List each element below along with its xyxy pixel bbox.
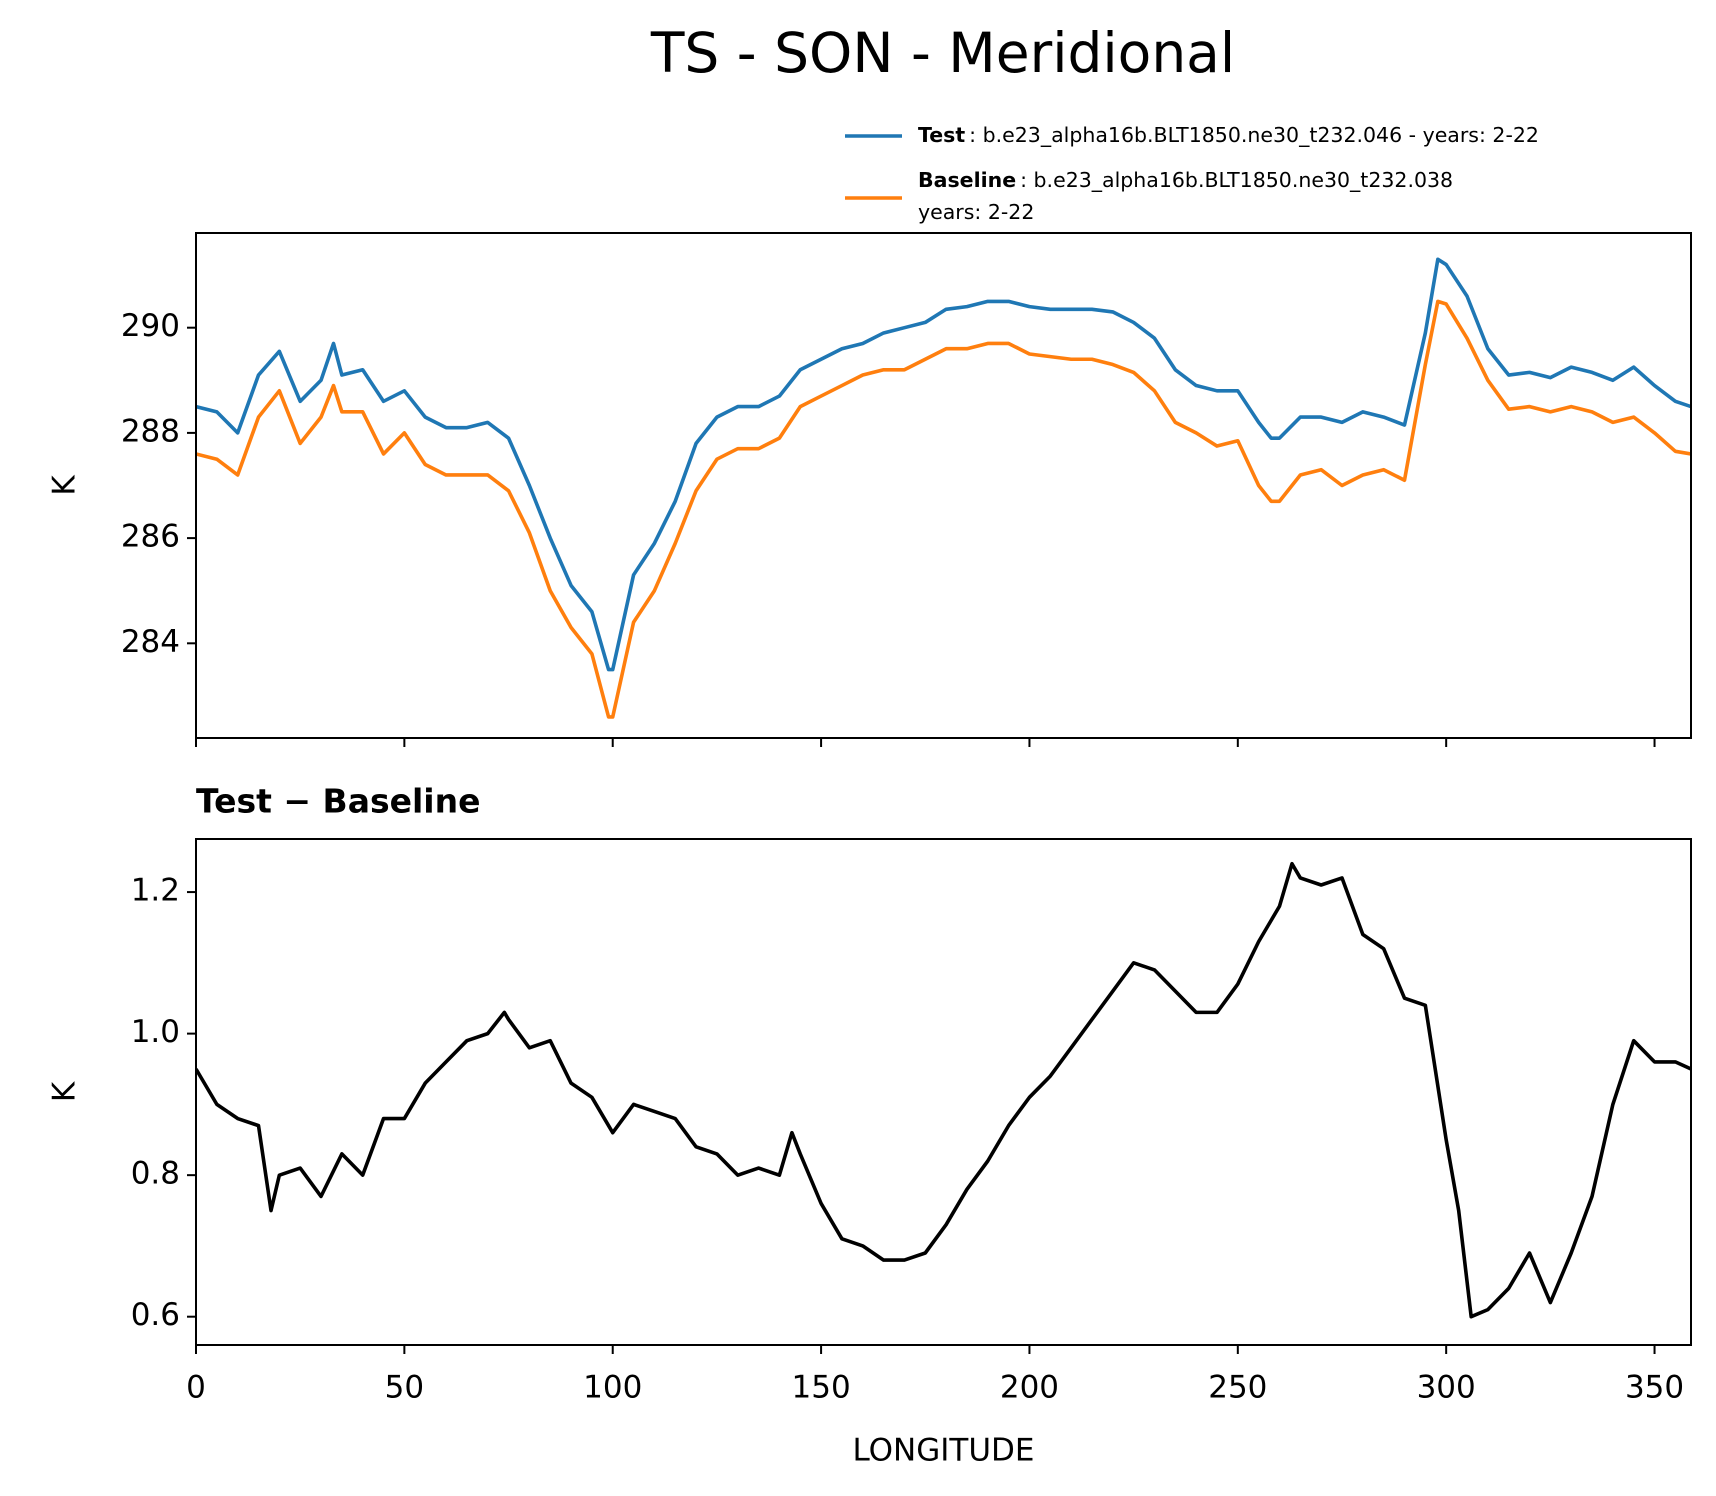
plot-area — [196, 861, 1691, 1319]
y-tick-label: 1.0 — [131, 1014, 180, 1050]
y-tick-label: 1.2 — [131, 873, 180, 909]
x-tick-label: 0 — [186, 1370, 206, 1406]
x-tick-label: 100 — [583, 1370, 642, 1406]
x-tick-label: 250 — [1208, 1370, 1267, 1406]
x-tick-label: 300 — [1417, 1370, 1476, 1406]
y-tick-label: 0.6 — [131, 1297, 180, 1333]
legend-text: years: 2-22 — [918, 200, 1034, 224]
x-tick-label: 50 — [385, 1370, 424, 1406]
legend-text: : b.e23_alpha16b.BLT1850.ne30_t232.038 — [1020, 168, 1453, 193]
y-tick-label: 288 — [121, 413, 180, 449]
x-tick-label: 200 — [1000, 1370, 1059, 1406]
y-tick-label: 0.8 — [131, 1156, 180, 1192]
data-line — [196, 861, 1691, 1319]
axes-frame — [195, 232, 1692, 739]
axes-title: Test − Baseline — [196, 782, 481, 821]
y-axis-label: K — [47, 1081, 83, 1102]
legend-label: Baseline: b.e23_alpha16b.BLT1850.ne30_t2… — [918, 168, 1453, 193]
y-tick-label: 284 — [121, 624, 180, 660]
y-tick-label: 290 — [121, 308, 180, 344]
x-tick-label: 350 — [1625, 1370, 1684, 1406]
y-tick-label: 286 — [121, 519, 180, 555]
x-axis-label: LONGITUDE — [852, 1433, 1034, 1469]
plot-area — [196, 257, 1691, 719]
legend-label: Test: b.e23_alpha16b.BLT1850.ne30_t232.0… — [918, 123, 1539, 148]
axes-frame — [195, 838, 1692, 1346]
data-line — [196, 299, 1691, 719]
x-tick-label: 150 — [792, 1370, 851, 1406]
legend-name: Test — [918, 123, 965, 147]
legend-text: : b.e23_alpha16b.BLT1850.ne30_t232.046 -… — [969, 123, 1539, 148]
y-axis-label: K — [47, 475, 83, 496]
figure-title: TS - SON - Meridional — [650, 21, 1235, 85]
legend-name: Baseline — [918, 168, 1016, 192]
data-line — [196, 257, 1691, 672]
